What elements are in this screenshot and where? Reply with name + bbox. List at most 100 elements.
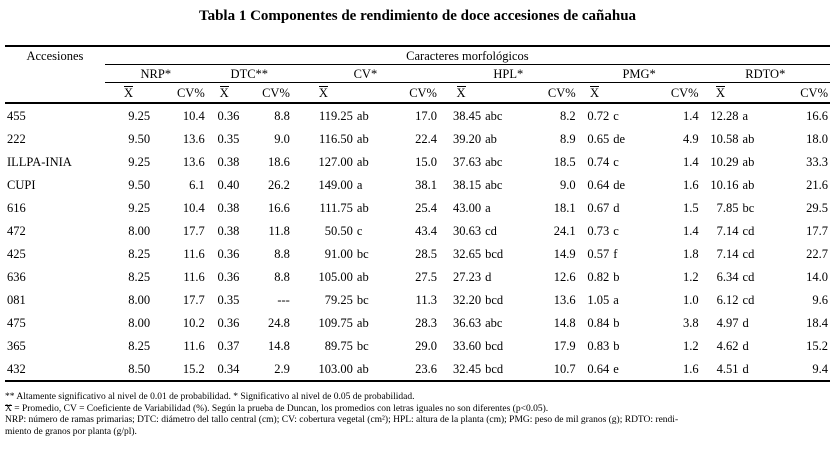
cell-dtc-x: 0.40: [217, 177, 240, 192]
cell-cv-l: ab: [356, 154, 369, 169]
cell-pmg-l: e: [611, 357, 654, 382]
cell-dtc-cv: 16.6: [267, 200, 290, 215]
cell-hpl-cv: 14.9: [553, 246, 576, 261]
cell-rd-x: 7.85: [716, 200, 739, 215]
cell-pmg-l: c: [613, 108, 619, 123]
cell-pmg-cv: 4.9: [682, 131, 699, 146]
cell-cv-x: 127.00: [318, 154, 353, 169]
cell-hpl-l: ab: [485, 131, 497, 146]
cell-hpl-x: 30.63: [452, 223, 482, 238]
group-hpl: HPL*: [438, 64, 578, 83]
cell-dtc-cv: 11.8: [268, 223, 290, 238]
cell-acc: 432: [5, 357, 105, 382]
cell-hpl-l: abc: [485, 177, 503, 192]
cell-hpl-l: bcd: [483, 357, 536, 382]
cell-nrp-cv: 13.6: [182, 131, 205, 146]
cell-pmg-x: 0.65: [587, 131, 610, 146]
mean-symbol: X: [456, 85, 466, 100]
cell-pmg-x: 0.57: [587, 246, 610, 261]
cell-hpl-x: 38.45: [452, 108, 482, 123]
cell-rd-cv: 18.4: [806, 315, 828, 330]
cell-cv-x: 109.75: [318, 315, 353, 330]
cell-pmg-x: 0.64: [577, 357, 612, 382]
header-accesiones: Accesiones: [5, 45, 105, 65]
cell-acc: 425: [7, 246, 26, 261]
cell-cv-cv: 28.3: [415, 315, 437, 330]
cell-cv-x: 103.00: [291, 357, 355, 382]
group-pmg: PMG*: [577, 64, 701, 83]
cell-pmg-cv: 3.8: [682, 315, 699, 330]
cell-cv-x: 149.00: [318, 177, 353, 192]
cell-cv-l: c: [356, 223, 363, 238]
cell-rd-x: 10.16: [710, 177, 739, 192]
cell-cv-cv: 23.6: [396, 357, 439, 382]
cv-header: CV%: [535, 82, 578, 104]
cell-acc: 636: [7, 269, 26, 284]
table-row: 455 9.25 10.4 0.36 8.8 119.25 ab 17.0 38.45 abc 8.…: [5, 103, 830, 127]
cell-rd-l: ab: [742, 177, 755, 192]
cell-pmg-x: 0.82: [587, 269, 610, 284]
cell-rd-x: 7.14: [716, 246, 739, 261]
cell-hpl-l: abc: [485, 108, 503, 123]
cv-header: CV%: [241, 82, 292, 104]
cell-nrp-cv: 11.6: [183, 269, 205, 284]
cell-hpl-x: 33.60: [452, 338, 482, 353]
cell-pmg-l: c: [613, 223, 619, 238]
cell-hpl-l: d: [485, 269, 492, 284]
table-row: 425 8.25 11.6 0.36 8.8 91.00 bc 28.5 32.65 bcd 14.…: [5, 242, 830, 265]
cell-pmg-cv: 1.8: [682, 246, 699, 261]
cell-hpl-x: 32.65: [452, 246, 482, 261]
cell-hpl-cv: 24.1: [553, 223, 576, 238]
group-nrp: NRP*: [104, 64, 207, 83]
cell-cv-x: 91.00: [324, 246, 353, 261]
cell-rd-cv: 21.6: [806, 177, 828, 192]
cell-cv-cv: 27.5: [415, 269, 437, 284]
cell-dtc-x: 0.36: [217, 108, 240, 123]
cell-dtc-x: 0.35: [217, 131, 240, 146]
cell-cv-l: bc: [356, 292, 369, 307]
cell-nrp-cv: 15.2: [152, 357, 207, 382]
cell-cv-cv: 38.1: [415, 177, 437, 192]
cell-rd-l: d: [740, 357, 788, 382]
cell-hpl-l: a: [485, 200, 491, 215]
cell-dtc-x: 0.34: [206, 357, 242, 382]
note-significance: ** Altamente significativo al nivel de 0…: [5, 392, 415, 402]
cell-pmg-x: 0.67: [587, 200, 610, 215]
note-definitions: X = Promedio, CV = Coeficiente de Variab…: [5, 403, 549, 414]
cell-rd-x: 4.51: [700, 357, 741, 382]
cell-hpl-cv: 8.9: [560, 131, 576, 146]
mean-symbol: X: [219, 85, 229, 100]
cell-cv-cv: 17.0: [415, 108, 437, 123]
cell-rd-cv: 22.7: [806, 246, 828, 261]
mean-symbol: X: [589, 85, 600, 100]
cell-rd-x: 6.12: [716, 292, 739, 307]
cell-cv-l: ab: [356, 200, 369, 215]
cell-acc: CUPI: [7, 177, 36, 192]
table-title: Tabla 1 Componentes de rendimiento de do…: [198, 8, 637, 24]
cell-rd-l: cd: [742, 246, 755, 261]
cell-rd-cv: 29.5: [806, 200, 828, 215]
cell-rd-x: 4.62: [716, 338, 739, 353]
cell-cv-x: 89.75: [324, 338, 353, 353]
cell-cv-l: ab: [356, 315, 369, 330]
cell-rd-cv: 17.7: [806, 223, 828, 238]
cell-acc: 472: [7, 223, 26, 238]
cell-rd-cv: 15.2: [806, 338, 828, 353]
cell-nrp-cv: 10.2: [182, 315, 205, 330]
cell-rd-l: bc: [742, 200, 755, 215]
group-rdto: RDTO*: [700, 64, 830, 83]
cell-acc: 365: [7, 338, 26, 353]
cell-rd-x: 10.29: [710, 154, 739, 169]
cell-pmg-x: 0.74: [587, 154, 610, 169]
cell-hpl-cv: 9.0: [560, 177, 576, 192]
cv-header: CV%: [653, 82, 701, 104]
cell-pmg-l: b: [613, 269, 620, 284]
cell-nrp-x: 8.00: [128, 292, 151, 307]
cv-header: CV%: [787, 82, 830, 104]
cell-nrp-x: 9.50: [128, 177, 151, 192]
table-row: 472 8.00 17.7 0.38 11.8 50.50 c 43.4 30.63 cd 24.1…: [5, 219, 830, 242]
cell-hpl-cv: 17.9: [553, 338, 576, 353]
cell-hpl-x: 27.23: [452, 269, 482, 284]
mean-symbol: X: [716, 85, 726, 100]
cell-pmg-x: 1.05: [587, 292, 610, 307]
